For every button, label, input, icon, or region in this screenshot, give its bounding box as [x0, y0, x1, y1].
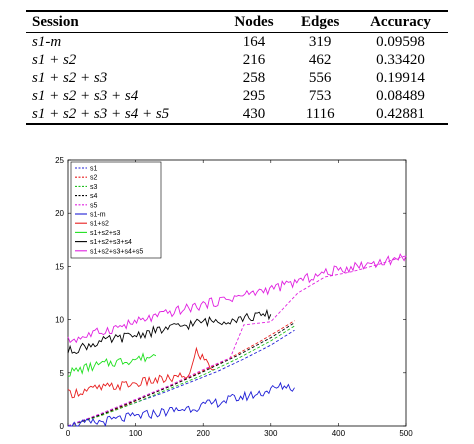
table-row: s1 + s2 216 462 0.33420: [26, 51, 448, 69]
series-line-s1-s2-s3-s4-s5: [67, 253, 407, 344]
legend-label: s4: [90, 193, 98, 200]
legend-label: s3: [90, 184, 98, 191]
table-row: s1-m 164 319 0.09598: [26, 33, 448, 52]
y-tick-label: 20: [55, 209, 64, 218]
cell-session: s1 + s2 + s3: [32, 70, 108, 86]
col-header-session: Session: [32, 14, 79, 30]
y-tick-label: 25: [55, 156, 64, 165]
cell-nodes: 216: [242, 52, 266, 68]
cell-edges: 319: [308, 34, 332, 50]
legend-label: s2: [90, 175, 98, 182]
col-header-accuracy: Accuracy: [370, 14, 431, 30]
series-line-s1-s2-s3: [67, 352, 157, 377]
x-tick-label: 0: [66, 429, 71, 438]
cell-accuracy: 0.09598: [376, 34, 425, 50]
cell-nodes: 295: [242, 88, 266, 104]
table-row: s1 + s2 + s3 + s4 295 753 0.08489: [26, 87, 448, 105]
results-table: Session Nodes Edges Accuracy s1-m 164 31…: [26, 10, 448, 125]
y-tick-label: 5: [60, 369, 65, 378]
cell-edges: 1116: [305, 106, 335, 122]
series-line-s3: [67, 325, 295, 427]
y-tick-label: 10: [55, 316, 64, 325]
cell-accuracy: 0.19914: [376, 70, 425, 86]
legend-label: s1+s2: [90, 221, 109, 228]
col-header-edges: Edges: [300, 14, 340, 30]
col-header-nodes: Nodes: [234, 14, 274, 30]
legend-label: s1+s2+s3+s4+s5: [90, 248, 143, 255]
y-tick-label: 0: [60, 422, 65, 431]
cell-session: s1 + s2: [32, 52, 77, 68]
series-line-s1: [67, 329, 295, 427]
table-row: s1 + s2 + s3 258 556 0.19914: [26, 69, 448, 87]
series-line-s4: [67, 322, 295, 427]
plot-area: 0 100 200 300 400 500 0 5 10 15 20 25 s1 s2 s3 s4 s5 s1-m…: [55, 156, 413, 438]
x-tick-label: 100: [129, 429, 143, 438]
caption-fragment: [40, 0, 470, 3]
cell-nodes: 258: [242, 70, 266, 86]
cell-session: s1-m: [32, 34, 62, 50]
x-tick-label: 500: [399, 429, 413, 438]
x-tick-label: 400: [332, 429, 346, 438]
cell-edges: 753: [308, 88, 332, 104]
cell-nodes: 430: [242, 106, 266, 122]
legend-label: s1: [90, 166, 98, 173]
series-line-s5: [67, 255, 407, 427]
cell-accuracy: 0.33420: [376, 52, 425, 68]
cell-session: s1 + s2 + s3 + s4 + s5: [32, 106, 170, 122]
x-tick-label: 200: [197, 429, 211, 438]
x-tick-label: 300: [264, 429, 278, 438]
legend-label: s5: [90, 202, 98, 209]
cell-edges: 462: [308, 52, 332, 68]
cell-accuracy: 0.08489: [376, 88, 425, 104]
legend-label: s1+s2+s3: [90, 230, 120, 237]
cell-session: s1 + s2 + s3 + s4: [32, 88, 139, 104]
y-tick-label: 15: [55, 262, 64, 271]
series-line-s1-m: [68, 381, 295, 427]
cell-nodes: 164: [242, 34, 266, 50]
line-chart: 0 100 200 300 400 500 0 5 10 15 20 25 s1 s2 s3 s4 s5 s1-m…: [55, 156, 413, 438]
series-line-s1-s2-s3-s4: [67, 308, 272, 355]
legend-label: s1-m: [90, 212, 106, 219]
legend-label: s1+s2+s3+s4: [90, 239, 132, 246]
cell-accuracy: 0.42881: [376, 106, 425, 122]
cell-edges: 556: [308, 70, 332, 86]
series-line-s1-s2: [67, 346, 215, 399]
legend: s1 s2 s3 s4 s5 s1-m s1+s2 s1+s2+s3 s1+s2+s3+s4 s1…: [70, 161, 162, 259]
table-row: s1 + s2 + s3 + s4 + s5 430 1116 0.42881: [26, 105, 448, 124]
table-header-row: Session Nodes Edges Accuracy: [26, 11, 448, 33]
